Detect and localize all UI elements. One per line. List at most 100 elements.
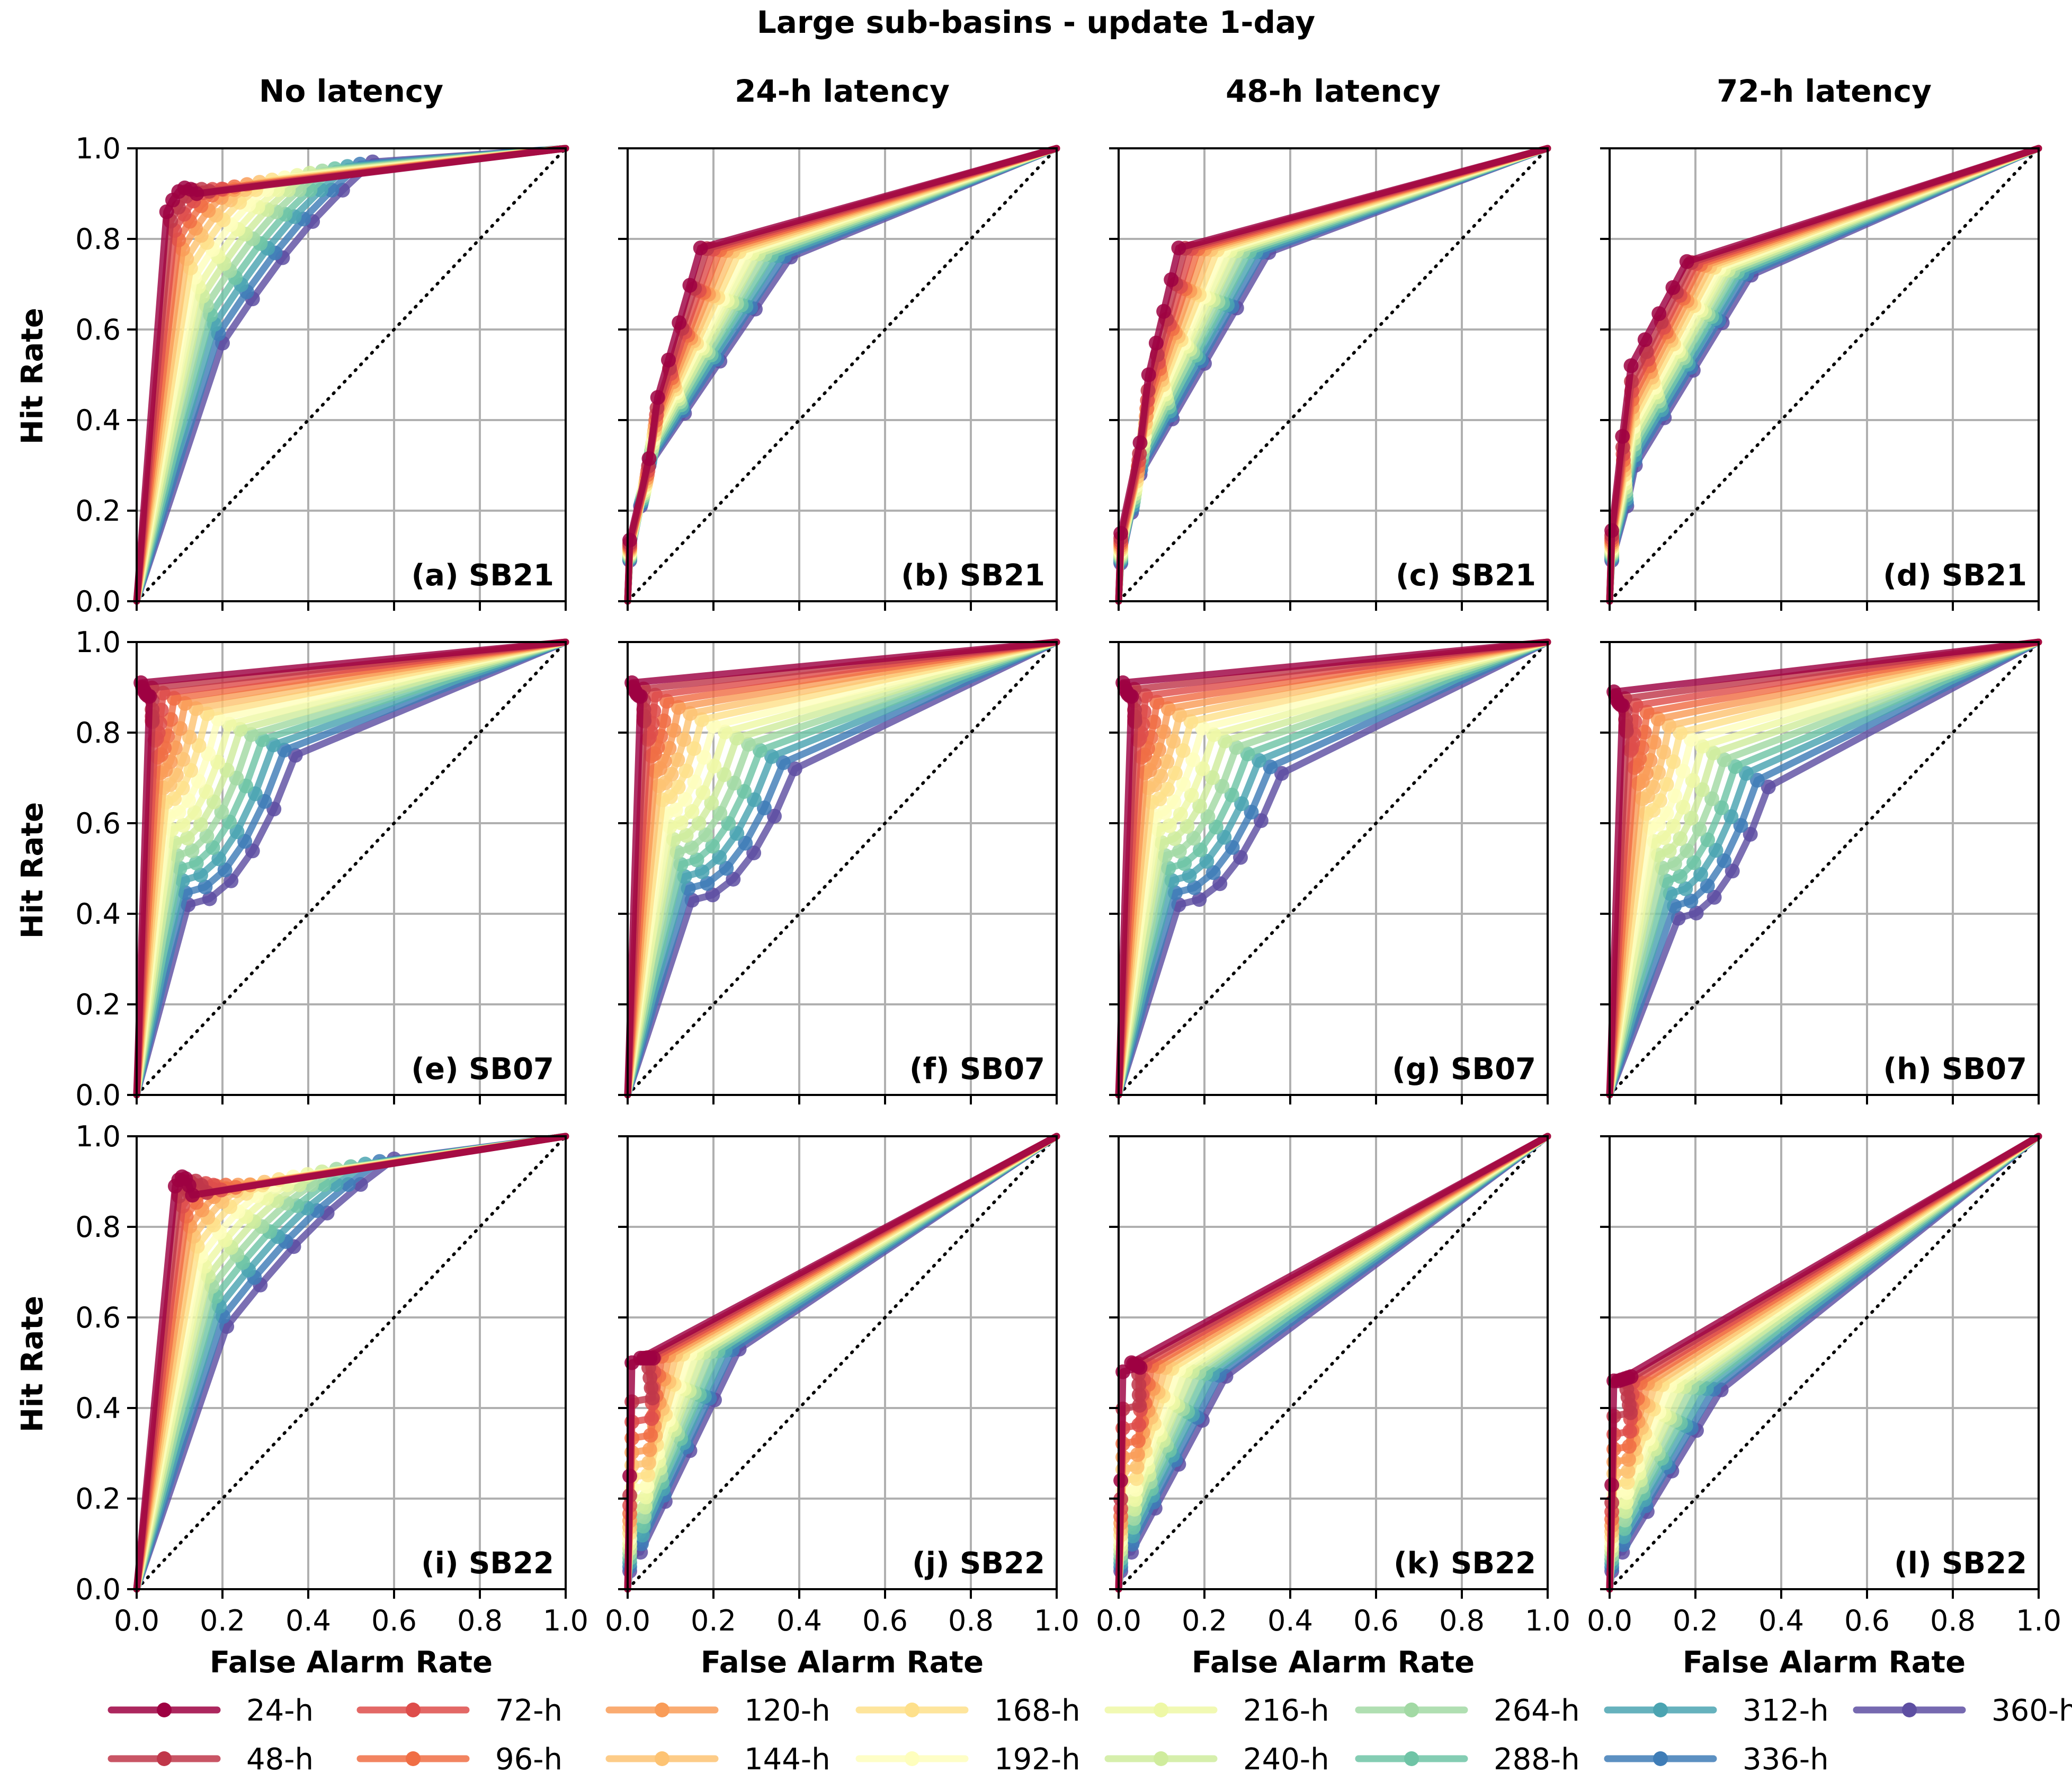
series-336-h-point xyxy=(775,755,791,770)
series-24-h-point xyxy=(693,240,708,256)
legend-marker xyxy=(157,1703,172,1717)
legend-label: 216-h xyxy=(1243,1694,1329,1728)
series-336-h-point xyxy=(1717,853,1732,868)
y-tick-label: 0.8 xyxy=(75,1210,121,1244)
series-336-h-point xyxy=(1683,893,1699,908)
legend-marker xyxy=(1902,1703,1917,1717)
series-288-h-point xyxy=(752,743,767,758)
series-192-h-point xyxy=(706,718,721,734)
series-240-h-point xyxy=(1662,843,1677,859)
series-192-h-point xyxy=(696,750,712,765)
series-216-h-point xyxy=(638,1489,654,1504)
column-title-3: 48-h latency xyxy=(1226,73,1441,109)
series-24-h-point xyxy=(1604,523,1620,538)
y-tick-label: 0.6 xyxy=(75,807,121,840)
series-216-h-point xyxy=(673,815,689,831)
no-skill-diagonal xyxy=(626,147,1058,603)
series-144-h-point xyxy=(175,752,191,767)
series-240-h-point xyxy=(1673,831,1688,847)
series-312-h-point xyxy=(1217,830,1232,845)
series-288-h-point xyxy=(1728,759,1743,774)
series-168-h-point xyxy=(1659,777,1674,792)
series-48-h-point xyxy=(1131,1387,1147,1403)
series-336-h-point xyxy=(1700,878,1715,894)
series-96-h-point xyxy=(1146,714,1162,729)
legend-marker xyxy=(1154,1703,1168,1717)
series-168-h-point xyxy=(167,791,182,806)
series-192-h-point xyxy=(1667,788,1683,804)
series-48-h-point xyxy=(1132,1398,1147,1413)
legend-marker xyxy=(1653,1751,1668,1766)
series-48-h-point xyxy=(1131,1377,1147,1392)
series-264-h-point xyxy=(741,737,756,752)
legend-label: 360-h xyxy=(1991,1694,2072,1728)
panel-label: (d) SB21 xyxy=(1883,558,2027,593)
series-240-h-point xyxy=(704,795,719,810)
series-192-h-point xyxy=(181,793,196,808)
series-288-h-point xyxy=(705,839,720,854)
series-216-h-point xyxy=(1666,818,1681,834)
series-288-h-point xyxy=(1208,819,1223,835)
series-96-h-point xyxy=(659,693,675,709)
series-group xyxy=(1113,1133,1551,1593)
series-288-h-point xyxy=(1240,746,1255,762)
series-120-h-point xyxy=(1160,701,1176,716)
series-288-h-point xyxy=(1193,842,1208,858)
x-tick-label: 0.6 xyxy=(371,1604,417,1637)
series-24-h-point xyxy=(1679,254,1694,269)
column-title-1: No latency xyxy=(259,73,443,109)
series-168-h-point xyxy=(686,741,702,756)
series-264-h-point xyxy=(1229,740,1244,755)
column-titles: No latency 24-h latency 48-h latency 72-… xyxy=(259,73,1932,109)
legend-label: 168-h xyxy=(994,1694,1080,1728)
column-title-4: 72-h latency xyxy=(1717,73,1932,109)
series-312-h-point xyxy=(712,850,727,865)
series-216-h-point xyxy=(718,724,733,739)
series-120-h-point xyxy=(1130,1447,1145,1462)
series-360-h-point xyxy=(1725,863,1740,879)
series-312-h-point xyxy=(193,868,208,883)
no-skill-diagonal xyxy=(135,640,567,1097)
series-24-h-point xyxy=(672,315,687,331)
y-axis-labels: Hit Rate Hit Rate Hit Rate xyxy=(15,308,50,1432)
series-120-h-point xyxy=(1647,735,1662,750)
series-96-h-point xyxy=(643,1428,658,1443)
series-120-h-point xyxy=(1650,711,1666,727)
no-skill-diagonal xyxy=(135,147,567,603)
series-240-h-point xyxy=(1684,810,1699,826)
series-144-h-point xyxy=(1159,754,1175,769)
series-312-h-point xyxy=(1182,868,1197,884)
y-tick-label: 0.2 xyxy=(75,494,121,528)
series-312-h-point xyxy=(1723,809,1739,824)
x-tick-label: 0.8 xyxy=(457,1604,503,1637)
panel-label: (j) SB22 xyxy=(912,1546,1045,1581)
series-120-h-point xyxy=(167,740,183,755)
legend-label: 240-h xyxy=(1243,1742,1329,1777)
series-240-h-point xyxy=(1167,831,1182,847)
panel-2: (b) SB21 xyxy=(618,145,1060,611)
axes-frame xyxy=(136,147,567,602)
series-144-h-point xyxy=(182,729,197,745)
series-240-h-point xyxy=(691,816,707,831)
series-group xyxy=(1604,145,2042,605)
series-192-h-point xyxy=(1185,752,1201,768)
axes-frame xyxy=(1609,641,2040,1096)
y-tick-label: 0.0 xyxy=(75,1079,121,1112)
y-tick-label: 0.4 xyxy=(75,1392,121,1425)
series-168-h-point xyxy=(1666,754,1681,769)
series-group xyxy=(1606,638,2042,1099)
series-288-h-point xyxy=(1177,856,1192,871)
legend-label: 24-h xyxy=(246,1694,314,1728)
y-tick-label: 0.4 xyxy=(75,897,121,931)
panel-3: (c) SB21 xyxy=(1109,145,1551,611)
series-192-h-point xyxy=(677,792,693,807)
series-24-h-point xyxy=(1156,304,1172,319)
axes-frame xyxy=(627,641,1058,1096)
series-288-h-point xyxy=(1224,787,1239,803)
series-24-h-point xyxy=(1171,240,1186,256)
series-24-h-point xyxy=(1615,429,1630,444)
series-24-h-point xyxy=(661,352,676,368)
series-216-h-point xyxy=(1656,830,1672,845)
series-216-h-point xyxy=(199,784,214,799)
